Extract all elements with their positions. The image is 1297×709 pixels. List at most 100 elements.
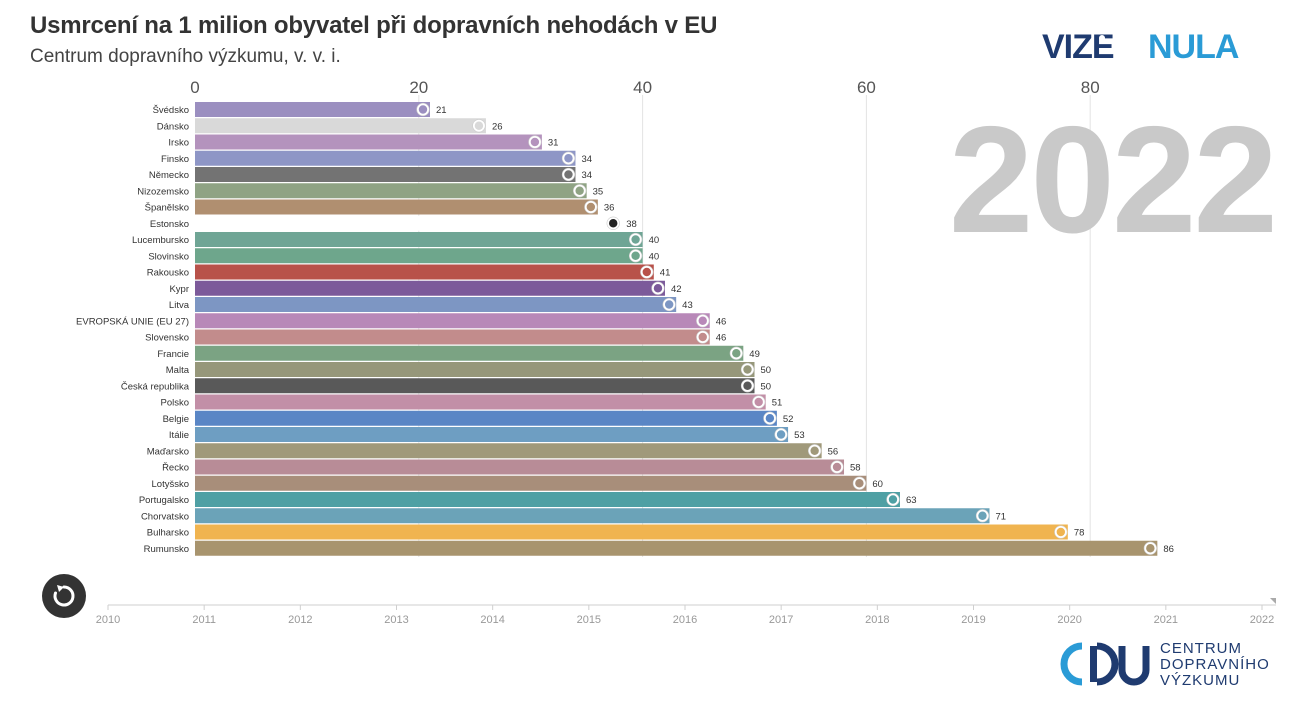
replay-button[interactable] — [42, 574, 86, 618]
category-label: Německo — [149, 170, 189, 181]
bar — [195, 199, 598, 215]
flag-icon-fill — [698, 316, 707, 325]
value-label: 34 — [581, 170, 592, 181]
value-label: 51 — [772, 398, 783, 409]
bar — [195, 508, 990, 524]
category-label: Itálie — [169, 430, 189, 441]
value-label: 43 — [682, 300, 693, 311]
flag-icon-fill — [888, 495, 898, 504]
vize-nula-logo: VIZE NULA — [1040, 28, 1268, 64]
x-tick-label: 0 — [190, 78, 199, 97]
value-label: 35 — [593, 186, 604, 197]
category-label: Slovinsko — [148, 251, 189, 262]
category-label: Francie — [157, 349, 189, 360]
category-label: Bulharsko — [147, 528, 189, 539]
flag-icon-fill — [575, 186, 584, 195]
bar — [195, 427, 789, 442]
bar — [195, 232, 643, 247]
category-label: Litva — [169, 300, 190, 311]
replay-icon — [53, 585, 75, 607]
flag-icon-fill — [832, 462, 842, 472]
x-tick-label: 80 — [1081, 78, 1100, 97]
value-label: 50 — [761, 365, 772, 376]
category-label: Švédsko — [153, 105, 189, 116]
bar — [195, 183, 587, 199]
value-label: 42 — [671, 284, 682, 295]
bar — [195, 248, 643, 264]
flag-icon-fill — [978, 511, 987, 520]
value-label: 31 — [548, 138, 559, 149]
value-label: 50 — [761, 381, 772, 392]
flag-icon-fill — [1146, 544, 1155, 553]
value-label: 52 — [783, 414, 794, 425]
flag-icon-fill — [855, 479, 864, 488]
category-label: Rakousko — [147, 268, 189, 279]
value-label: 60 — [872, 479, 883, 490]
cdv-logo-text: CENTRUM DOPRAVNÍHO VÝZKUMU — [1160, 641, 1270, 689]
value-label: 71 — [995, 511, 1006, 522]
flag-icon-fill — [564, 170, 573, 179]
value-label: 49 — [749, 349, 760, 360]
category-label: Finsko — [161, 154, 189, 165]
flag-icon-fill — [1056, 527, 1066, 537]
value-label: 56 — [828, 446, 839, 457]
flag-icon-fill — [698, 332, 707, 342]
flag-icon-fill — [776, 430, 786, 439]
flag-icon-fill — [765, 414, 775, 423]
cdv-line-3: VÝZKUMU — [1160, 672, 1241, 689]
value-label: 40 — [649, 235, 660, 246]
flag-icon-fill — [564, 154, 573, 163]
category-label: Maďarsko — [147, 446, 189, 457]
bar — [195, 150, 576, 166]
flag-icon-fill — [732, 349, 741, 358]
bar — [195, 362, 755, 377]
category-label: Nizozemsko — [137, 186, 189, 197]
flag-icon-fill — [743, 381, 752, 390]
value-label: 36 — [604, 203, 615, 214]
flag-icon-fill — [586, 202, 596, 212]
category-label: Slovensko — [145, 333, 189, 344]
bar — [195, 378, 755, 394]
category-label: Lotyšsko — [152, 479, 190, 490]
bar — [195, 443, 822, 459]
category-label: Španělsko — [145, 203, 189, 214]
value-label: 41 — [660, 268, 671, 279]
value-label: 26 — [492, 121, 503, 132]
chart-subtitle: Centrum dopravního výzkumu, v. v. i. — [30, 46, 341, 67]
category-label: Estonsko — [150, 219, 189, 230]
flag-icon-fill — [810, 446, 819, 455]
cdv-line-2: DOPRAVNÍHO — [1160, 656, 1270, 673]
bar — [195, 475, 867, 491]
flag-icon-fill — [664, 300, 674, 309]
flag-icon-fill — [631, 251, 640, 260]
cdv-logo — [1060, 642, 1150, 686]
bar — [195, 167, 576, 182]
flag-icon-fill — [754, 397, 763, 407]
flag-icon-fill — [609, 219, 618, 228]
value-label: 38 — [626, 219, 637, 230]
flag-icon-fill — [418, 105, 428, 114]
category-label: Belgie — [163, 414, 189, 425]
value-label: 34 — [581, 154, 592, 165]
value-label: 21 — [436, 105, 447, 116]
bar — [195, 329, 710, 345]
value-label: 46 — [716, 316, 727, 327]
category-label: Malta — [166, 365, 190, 376]
category-label: Lucembursko — [132, 235, 189, 246]
flag-icon-fill — [631, 235, 640, 244]
bar — [195, 410, 777, 426]
category-label: Česká republika — [121, 381, 190, 392]
flag-icon-fill — [642, 267, 651, 277]
flag-icon-fill — [474, 121, 484, 130]
category-label: EVROPSKÁ UNIE (EU 27) — [76, 316, 189, 327]
flag-icon-fill — [743, 365, 752, 374]
bar — [195, 459, 845, 475]
bar — [195, 313, 710, 329]
x-tick-label: 60 — [857, 78, 876, 97]
flag-icon-fill — [530, 137, 540, 147]
x-tick-label: 40 — [633, 78, 652, 97]
bar — [195, 280, 665, 296]
x-tick-label: 20 — [409, 78, 428, 97]
bar — [195, 134, 542, 150]
value-label: 53 — [794, 430, 805, 441]
